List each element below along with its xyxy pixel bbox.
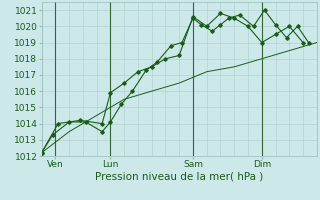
X-axis label: Pression niveau de la mer( hPa ): Pression niveau de la mer( hPa )	[95, 172, 263, 182]
